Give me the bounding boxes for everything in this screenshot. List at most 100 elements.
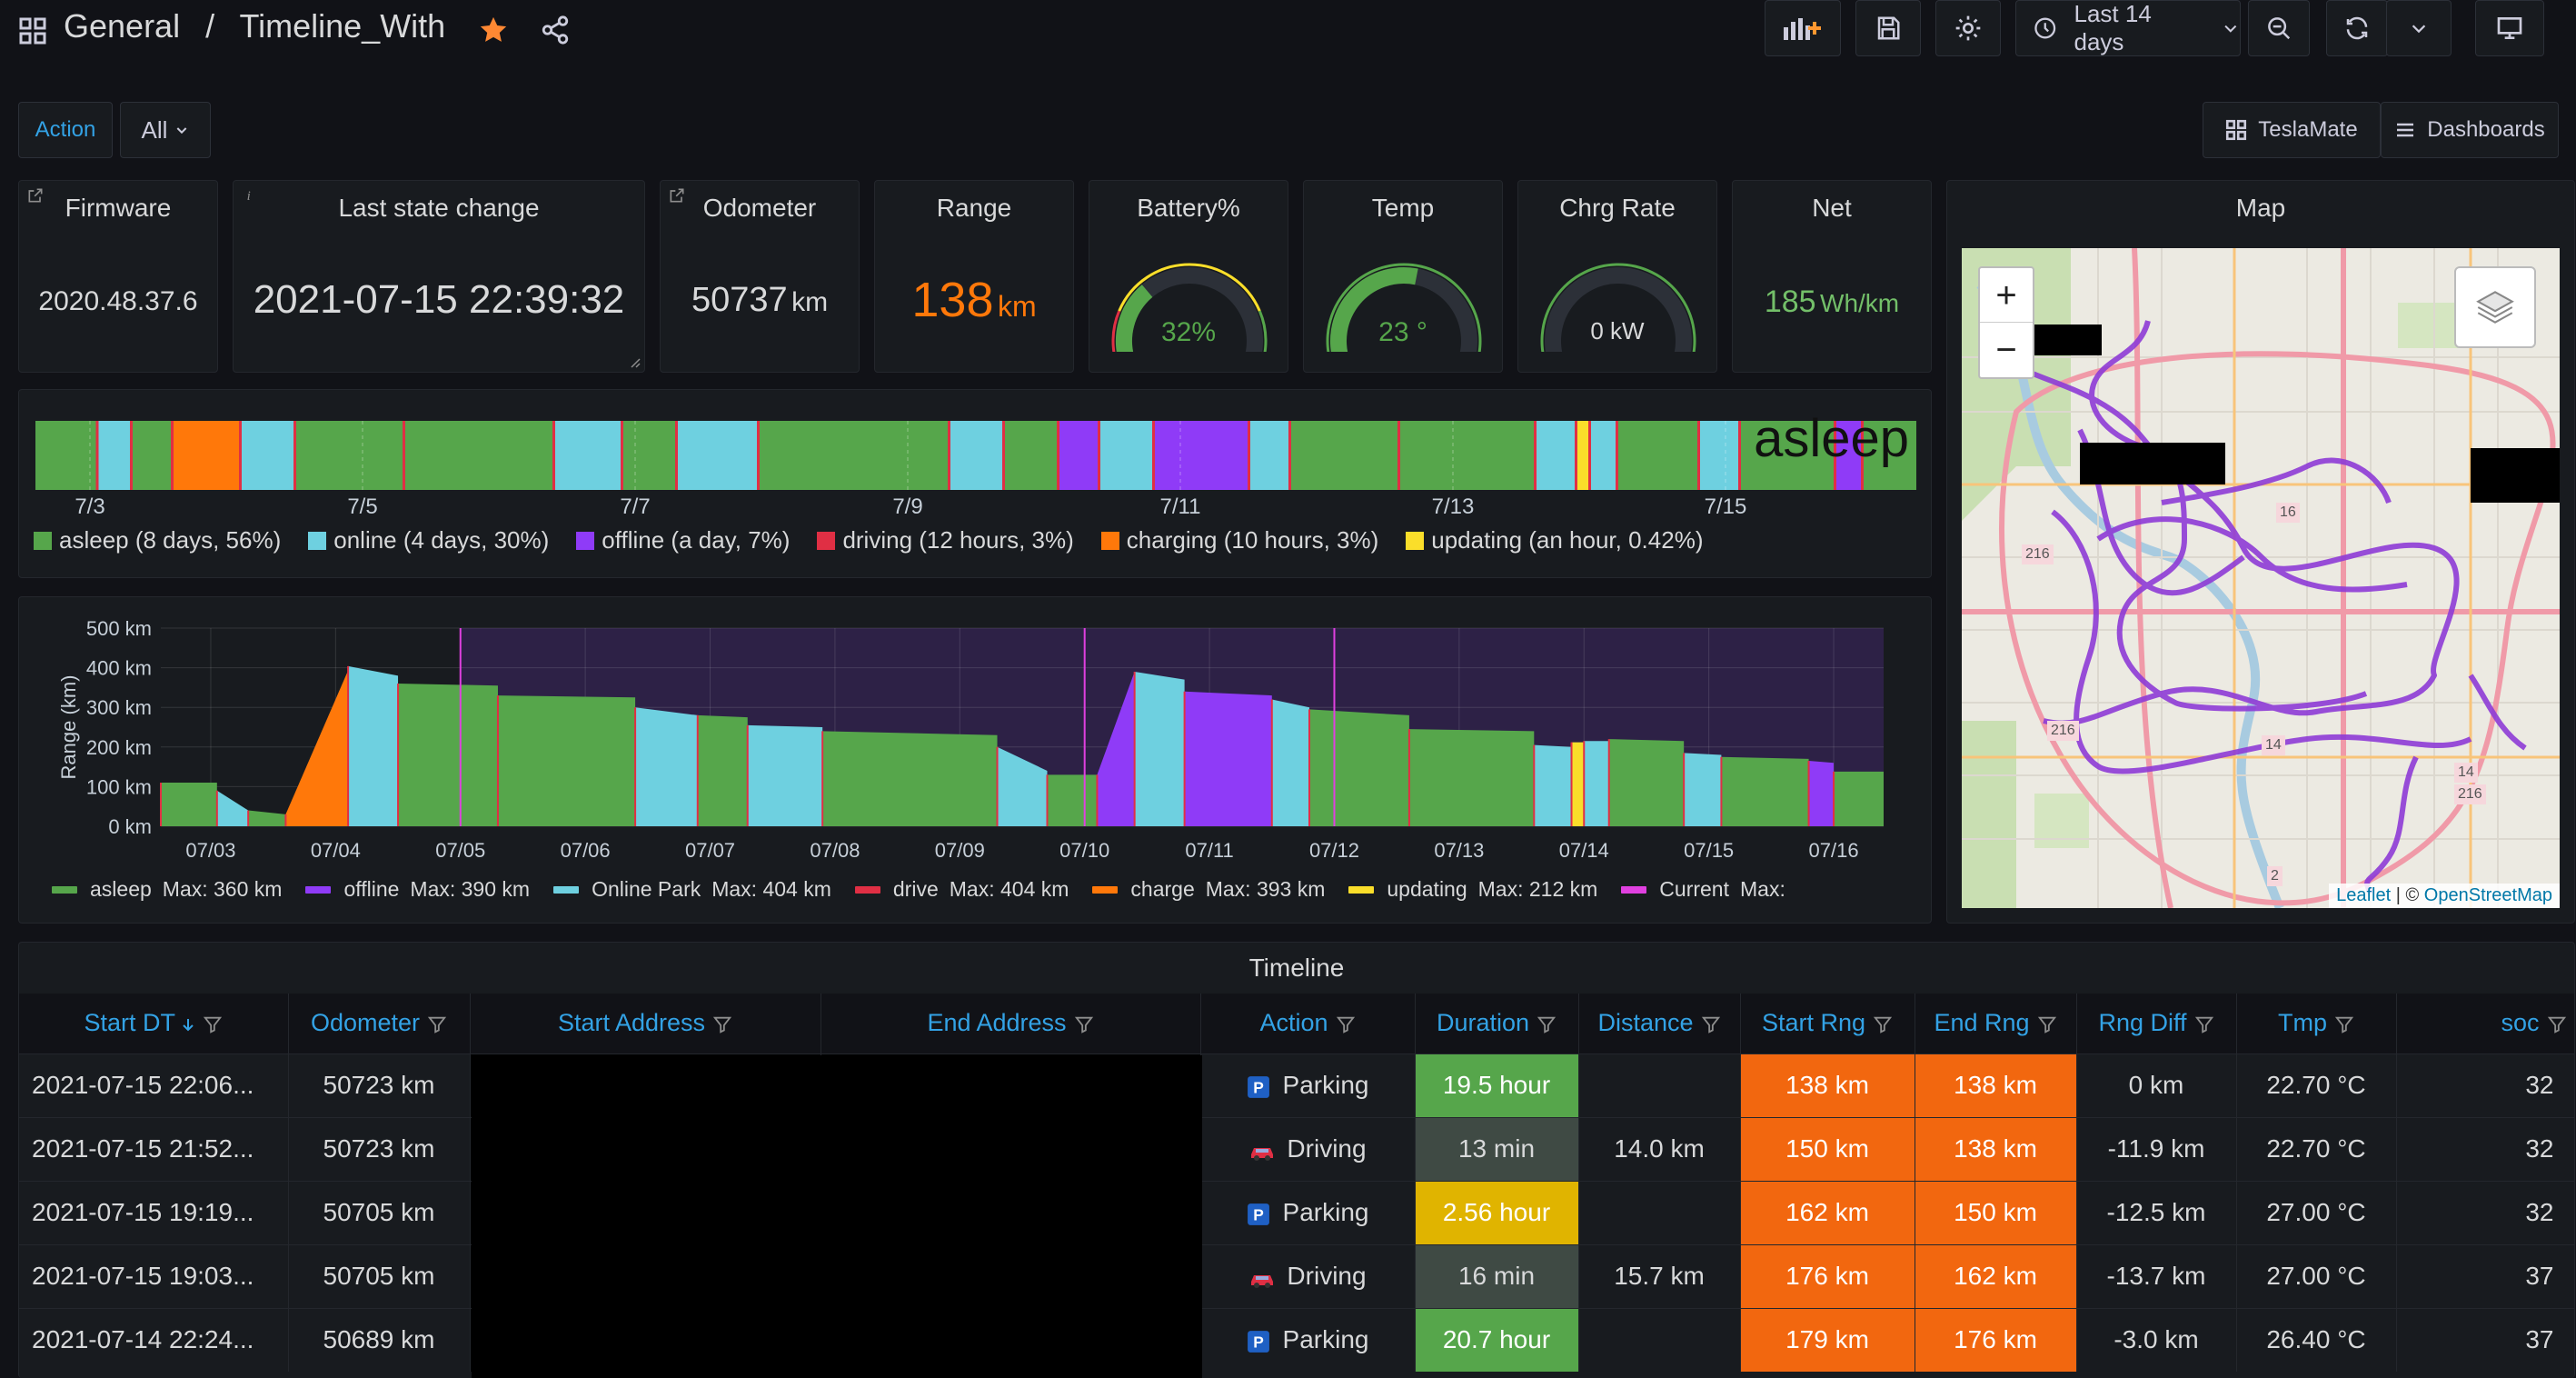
range-legend-item[interactable]: charge Max: 393 km bbox=[1092, 877, 1325, 902]
range-area-online[interactable] bbox=[1271, 699, 1309, 826]
filter-icon[interactable] bbox=[2194, 1014, 2214, 1034]
table-row[interactable]: 2021-07-15 21:52... 50723 km Driving 13 min… bbox=[19, 1116, 2574, 1181]
column-header[interactable]: Odometer bbox=[288, 994, 471, 1053]
range-area-online[interactable] bbox=[747, 724, 823, 826]
state-legend-item[interactable]: updating (an hour, 0.42%) bbox=[1406, 526, 1703, 554]
table-row[interactable]: 2021-07-15 19:19... 50705 km P Parking 2.56 … bbox=[19, 1180, 2574, 1244]
filter-icon[interactable] bbox=[1336, 1014, 1356, 1034]
column-header[interactable]: Rng Diff bbox=[2076, 994, 2237, 1053]
state-segment-drive[interactable] bbox=[948, 421, 950, 490]
refresh-interval-button[interactable] bbox=[2386, 0, 2452, 56]
column-header[interactable]: Action bbox=[1200, 994, 1416, 1053]
column-header[interactable]: Start Rng bbox=[1740, 994, 1915, 1053]
range-area-asleep[interactable] bbox=[697, 714, 748, 826]
state-segment-offline[interactable] bbox=[1058, 421, 1099, 490]
range-area-charge[interactable] bbox=[285, 670, 349, 826]
state-segment-drive[interactable] bbox=[675, 421, 678, 490]
state-segment-asleep[interactable] bbox=[131, 421, 172, 490]
range-legend-item[interactable]: drive Max: 404 km bbox=[854, 877, 1069, 902]
state-legend-item[interactable]: asleep (8 days, 56%) bbox=[34, 526, 281, 554]
state-segment-drive[interactable] bbox=[1098, 421, 1100, 490]
state-segment-drive[interactable] bbox=[239, 421, 242, 490]
state-segment-drive[interactable] bbox=[1834, 421, 1836, 490]
teslamate-link[interactable]: TeslaMate bbox=[2203, 102, 2381, 158]
state-segment-drive[interactable] bbox=[1248, 421, 1250, 490]
time-range-picker[interactable]: Last 14 days bbox=[2015, 0, 2241, 56]
state-segment-online[interactable] bbox=[1099, 421, 1153, 490]
range-area-online[interactable] bbox=[348, 665, 399, 826]
state-legend-item[interactable]: offline (a day, 7%) bbox=[576, 526, 790, 554]
filter-icon[interactable] bbox=[2547, 1014, 2567, 1034]
state-segment-asleep[interactable] bbox=[1398, 421, 1535, 490]
range-area-asleep[interactable] bbox=[161, 783, 217, 826]
range-legend-item[interactable]: Online Park Max: 404 km bbox=[553, 877, 831, 902]
state-segment-asleep[interactable] bbox=[1862, 421, 1916, 490]
leaflet-link[interactable]: Leaflet bbox=[2336, 885, 2392, 905]
state-segment-asleep[interactable] bbox=[35, 421, 97, 490]
refresh-button[interactable] bbox=[2326, 0, 2388, 56]
range-area-online[interactable] bbox=[1584, 741, 1609, 826]
range-legend-item[interactable]: Current Max: bbox=[1621, 877, 1785, 902]
filter-icon[interactable] bbox=[1074, 1014, 1094, 1034]
state-segment-drive[interactable] bbox=[1002, 421, 1005, 490]
range-area-asleep[interactable] bbox=[822, 731, 998, 826]
state-segment-online[interactable] bbox=[96, 421, 132, 490]
state-segment-drive[interactable] bbox=[1152, 421, 1155, 490]
range-area-asleep[interactable] bbox=[1721, 756, 1809, 826]
state-segment-drive[interactable] bbox=[1397, 421, 1400, 490]
state-segment-drive[interactable] bbox=[1057, 421, 1059, 490]
external-link-icon[interactable] bbox=[26, 186, 45, 205]
external-link-icon[interactable] bbox=[668, 186, 686, 205]
range-area-asleep[interactable] bbox=[1047, 774, 1098, 826]
state-segment-drive[interactable] bbox=[1575, 421, 1577, 490]
state-segment-asleep[interactable] bbox=[622, 421, 676, 490]
tv-mode-button[interactable] bbox=[2475, 0, 2544, 56]
state-timeline-bar[interactable]: 7/3 7/5 7/7 7/9 7/11 7/13 7/15 bbox=[35, 404, 1916, 514]
range-area-offline[interactable] bbox=[1097, 671, 1135, 826]
state-segment-drive[interactable] bbox=[552, 421, 555, 490]
add-panel-button[interactable] bbox=[1765, 0, 1841, 56]
range-legend-item[interactable]: updating Max: 212 km bbox=[1348, 877, 1597, 902]
state-segment-online[interactable] bbox=[553, 421, 622, 490]
state-segment-drive[interactable] bbox=[757, 421, 760, 490]
table-row[interactable]: 2021-07-15 19:03... 50705 km Driving 16 min… bbox=[19, 1243, 2574, 1308]
osm-link[interactable]: OpenStreetMap bbox=[2423, 885, 2552, 905]
info-icon[interactable]: i bbox=[241, 186, 259, 205]
state-segment-online[interactable] bbox=[1535, 421, 1576, 490]
state-legend-item[interactable]: charging (10 hours, 3%) bbox=[1100, 526, 1378, 554]
map-view[interactable]: 216 216 16 14 14 216 2 216 + − Leaflet |… bbox=[1962, 248, 2560, 908]
column-header[interactable]: Duration bbox=[1415, 994, 1579, 1053]
settings-button[interactable] bbox=[1935, 0, 2001, 56]
zoom-out-time-button[interactable] bbox=[2248, 0, 2310, 56]
state-segment-drive[interactable] bbox=[171, 421, 174, 490]
table-row[interactable]: 2021-07-14 22:24... 50689 km P Parking 20.7 … bbox=[19, 1307, 2574, 1372]
range-area-online[interactable] bbox=[216, 790, 249, 826]
share-icon[interactable] bbox=[540, 15, 571, 45]
zoom-in-button[interactable]: + bbox=[1980, 268, 2033, 323]
state-legend-item[interactable]: online (4 days, 30%) bbox=[308, 526, 549, 554]
state-segment-drive[interactable] bbox=[403, 421, 405, 490]
filter-icon[interactable] bbox=[2037, 1014, 2057, 1034]
filter-icon[interactable] bbox=[427, 1014, 447, 1034]
state-segment-drive[interactable] bbox=[293, 421, 296, 490]
dashboards-link[interactable]: Dashboards bbox=[2381, 102, 2559, 158]
state-segment-offline[interactable] bbox=[1153, 421, 1248, 490]
range-area-offline[interactable] bbox=[1184, 691, 1272, 826]
state-segment-drive[interactable] bbox=[1588, 421, 1591, 490]
state-segment-asleep[interactable] bbox=[294, 421, 403, 490]
column-header[interactable]: Start Address bbox=[470, 994, 821, 1053]
state-segment-drive[interactable] bbox=[621, 421, 623, 490]
range-area-asleep[interactable] bbox=[1608, 739, 1685, 826]
range-area-online[interactable] bbox=[1534, 744, 1572, 826]
state-segment-drive[interactable] bbox=[1697, 421, 1700, 490]
state-segment-drive[interactable] bbox=[1738, 421, 1741, 490]
column-header[interactable]: End Rng bbox=[1915, 994, 2077, 1053]
state-segment-drive[interactable] bbox=[1534, 421, 1537, 490]
range-chart[interactable]: 0 km 100 km 200 km 300 km 400 km 500 km 07/03 0… bbox=[19, 597, 1927, 870]
range-area-asleep[interactable] bbox=[1408, 729, 1535, 826]
breadcrumb-folder[interactable]: General bbox=[64, 7, 181, 45]
filter-icon[interactable] bbox=[203, 1014, 223, 1034]
column-header[interactable]: End Address bbox=[821, 994, 1201, 1053]
range-area-online[interactable] bbox=[997, 746, 1048, 826]
range-area-asleep[interactable] bbox=[497, 695, 636, 826]
